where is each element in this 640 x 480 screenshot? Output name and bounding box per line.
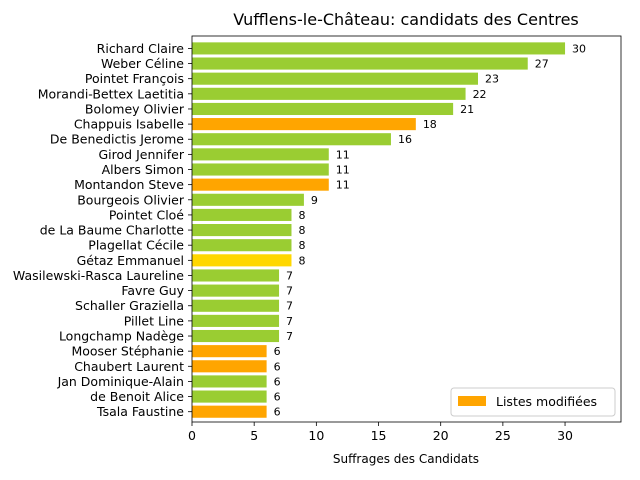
y-tick-label: Plagellat Cécile xyxy=(88,238,184,253)
bar xyxy=(192,178,329,191)
y-tick-label: Chaubert Laurent xyxy=(74,359,184,374)
y-tick-label: Albers Simon xyxy=(102,162,184,177)
bar xyxy=(192,87,466,100)
bar-value-label: 7 xyxy=(286,330,293,343)
bar-value-label: 11 xyxy=(336,164,350,177)
bar xyxy=(192,329,280,343)
bar xyxy=(192,133,391,146)
y-tick-label: de Benoit Alice xyxy=(90,389,184,404)
y-tick-label: Pointet Cloé xyxy=(109,207,184,222)
bar xyxy=(192,299,280,312)
bar-value-label: 6 xyxy=(274,345,281,358)
bar-value-label: 23 xyxy=(485,73,499,86)
bar-value-label: 27 xyxy=(535,58,549,71)
bar-value-label: 11 xyxy=(336,148,350,161)
legend-swatch xyxy=(458,396,486,406)
bar-value-label: 6 xyxy=(274,391,281,404)
x-tick-label: 15 xyxy=(371,428,387,443)
x-tick-label: 0 xyxy=(188,428,196,443)
y-tick-label: Richard Claire xyxy=(97,41,185,56)
bar-value-label: 16 xyxy=(398,133,412,146)
bar-value-label: 9 xyxy=(311,194,318,207)
bar xyxy=(192,360,267,373)
bar-value-label: 8 xyxy=(298,209,305,222)
bar xyxy=(192,224,292,237)
y-tick-label: Gétaz Emmanuel xyxy=(77,253,184,268)
x-tick-label: 25 xyxy=(495,428,511,443)
bar-value-label: 8 xyxy=(298,224,305,237)
y-tick-label: Schaller Graziella xyxy=(75,298,184,313)
plot-area: 30 Richard Claire 27 Weber Céline 23 Pointet … xyxy=(13,35,622,443)
bar-value-label: 18 xyxy=(423,118,437,131)
x-tick-label: 5 xyxy=(250,428,258,443)
bar xyxy=(192,102,454,116)
y-tick-label: de La Baume Charlotte xyxy=(40,223,185,238)
y-tick-label: Girod Jennifer xyxy=(98,147,184,162)
x-tick-label: 30 xyxy=(557,428,573,443)
bar xyxy=(192,269,280,282)
bar xyxy=(192,405,267,418)
y-tick-label: Pillet Line xyxy=(124,313,185,328)
bar-value-label: 7 xyxy=(286,315,293,328)
bar-value-label: 8 xyxy=(298,254,305,267)
y-tick-label: Longchamp Nadège xyxy=(59,329,184,344)
bar-value-label: 7 xyxy=(286,300,293,313)
y-tick-label: Bourgeois Olivier xyxy=(77,192,185,207)
y-tick-label: Morandi-Bettex Laetitia xyxy=(38,86,184,101)
bar xyxy=(192,390,267,403)
bar-value-label: 6 xyxy=(274,360,281,373)
bar xyxy=(192,239,292,252)
legend-frame xyxy=(450,387,616,417)
bar-value-label: 7 xyxy=(286,269,293,282)
y-tick-label: De Benedictis Jerome xyxy=(50,132,184,147)
bar-value-label: 21 xyxy=(460,103,474,116)
bar xyxy=(192,375,267,388)
y-tick-label: Chappuis Isabelle xyxy=(74,117,184,132)
y-tick-label: Tsala Faustine xyxy=(96,404,184,419)
bar xyxy=(192,193,304,206)
bar xyxy=(192,57,528,70)
bar-value-label: 6 xyxy=(274,375,281,388)
y-tick-label: Wasilewski-Rasca Laureline xyxy=(13,268,184,283)
bar xyxy=(192,163,329,176)
bar-value-label: 6 xyxy=(274,406,281,419)
bar-value-label: 22 xyxy=(473,88,487,101)
bar-value-label: 7 xyxy=(286,285,293,298)
bar xyxy=(192,72,478,85)
bar-value-label: 11 xyxy=(336,179,350,192)
bar xyxy=(192,148,329,161)
y-tick-label: Weber Céline xyxy=(101,56,184,71)
y-tick-label: Mooser Stéphanie xyxy=(71,344,184,359)
y-tick-label: Pointet François xyxy=(85,71,184,86)
axes-frame xyxy=(191,35,622,423)
bar xyxy=(192,284,280,297)
bar xyxy=(192,314,280,327)
bar-value-label: 30 xyxy=(572,42,586,55)
legend: Listes modifiées xyxy=(450,387,616,417)
bar xyxy=(192,254,292,267)
bar xyxy=(192,208,292,221)
bar-value-label: 8 xyxy=(298,239,305,252)
y-tick-label: Montandon Steve xyxy=(74,177,184,192)
legend-label: Listes modifiées xyxy=(496,394,597,409)
bar xyxy=(192,42,566,55)
x-tick-label: 20 xyxy=(433,428,449,443)
y-tick-label: Favre Guy xyxy=(121,283,184,298)
y-tick-label: Jan Dominique-Alain xyxy=(57,374,184,389)
bar xyxy=(192,345,267,358)
x-axis-label: Suffrages des Candidats xyxy=(333,452,479,466)
y-tick-label: Bolomey Olivier xyxy=(85,101,185,116)
bar xyxy=(192,118,416,131)
chart-title: Vufflens-le-Château: candidats des Centr… xyxy=(233,10,579,29)
x-tick-label: 10 xyxy=(308,428,324,443)
